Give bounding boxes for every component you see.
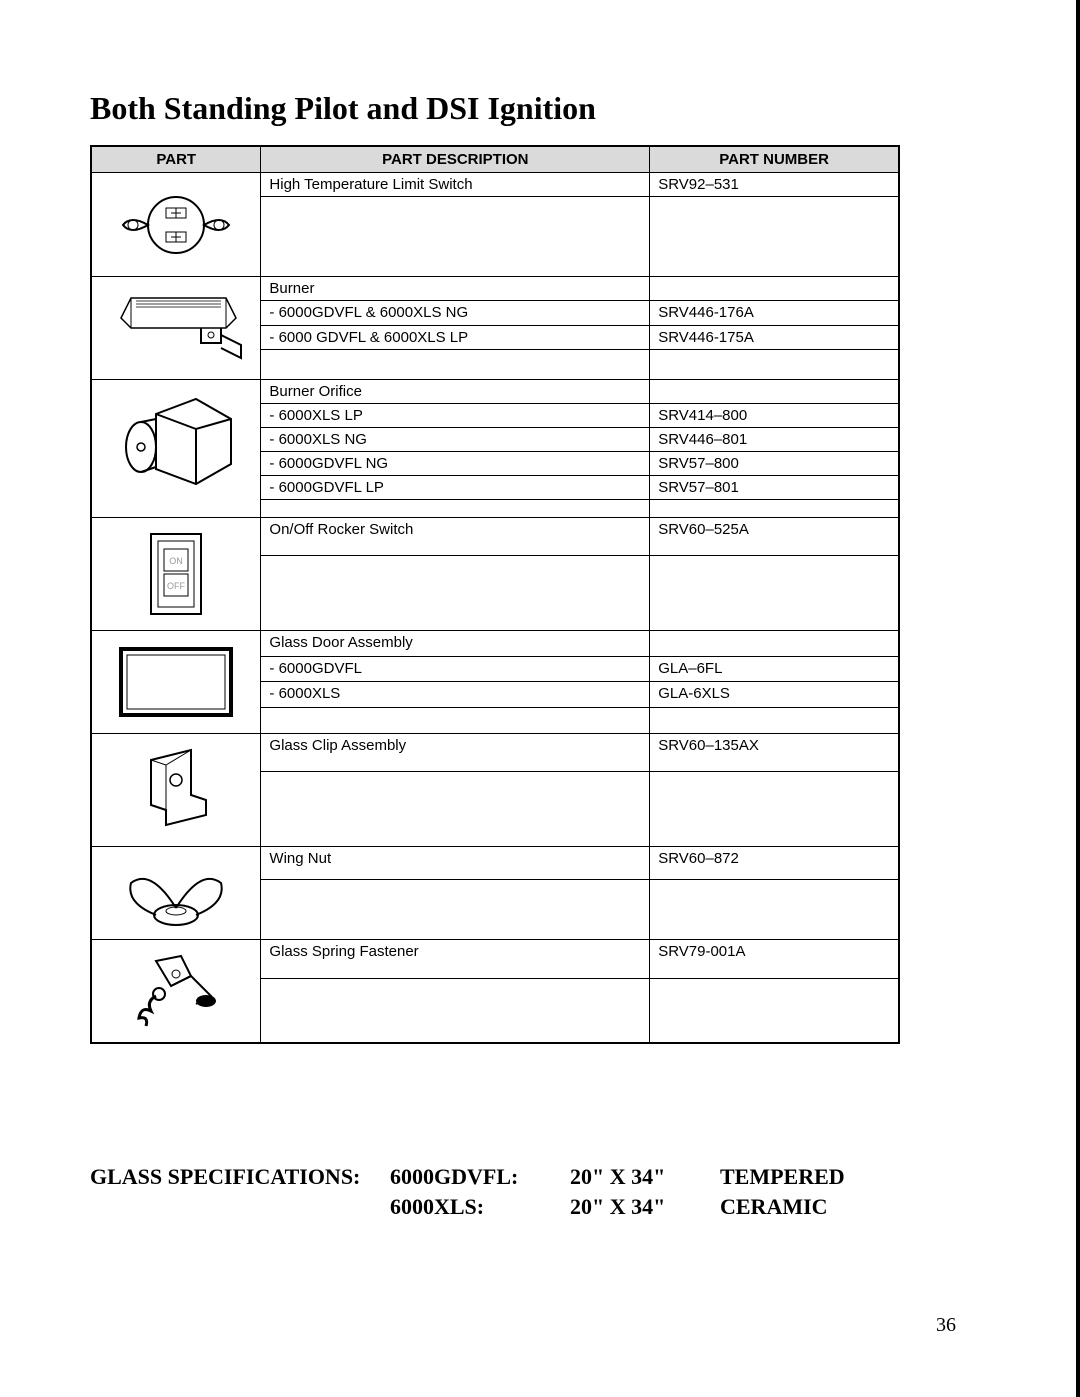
parts-table: PART PART DESCRIPTION PART NUMBER <box>90 145 900 1044</box>
cell-empty <box>261 556 650 631</box>
cell-empty <box>650 197 899 277</box>
table-header-row: PART PART DESCRIPTION PART NUMBER <box>91 146 899 173</box>
cell-desc: - 6000GDVFL & 6000XLS NG <box>261 301 650 325</box>
cell-empty <box>650 708 899 734</box>
cell-num: GLA-6XLS <box>650 682 899 708</box>
orifice-icon <box>106 389 246 509</box>
cell-num: SRV57–801 <box>650 476 899 500</box>
table-row: Glass Spring Fastener SRV79-001A <box>91 940 899 979</box>
glass-specs-size: 20" X 34" <box>570 1164 720 1190</box>
part-image-cell <box>91 277 261 380</box>
wing-nut-icon <box>116 853 236 933</box>
burner-icon <box>106 283 246 373</box>
cell-empty <box>261 500 650 518</box>
cell-empty <box>650 500 899 518</box>
glass-specs-model: 6000GDVFL: <box>390 1164 570 1190</box>
glass-specs-label: GLASS SPECIFICATIONS: <box>90 1164 390 1190</box>
glass-door-icon <box>111 637 241 727</box>
cell-num: SRV446–801 <box>650 428 899 452</box>
header-desc: PART DESCRIPTION <box>261 146 650 173</box>
header-part: PART <box>91 146 261 173</box>
cell-num: SRV414–800 <box>650 404 899 428</box>
cell-num: SRV446-175A <box>650 325 899 349</box>
cell-desc: - 6000XLS LP <box>261 404 650 428</box>
cell-empty <box>261 978 650 1043</box>
cell-desc: Glass Door Assembly <box>261 631 650 657</box>
part-image-cell <box>91 734 261 847</box>
cell-empty <box>650 631 899 657</box>
cell-desc: Glass Spring Fastener <box>261 940 650 979</box>
cell-desc: - 6000GDVFL LP <box>261 476 650 500</box>
table-row: Glass Door Assembly <box>91 631 899 657</box>
cell-desc: High Temperature Limit Switch <box>261 173 650 197</box>
cell-desc: - 6000GDVFL <box>261 656 650 682</box>
cell-empty <box>261 350 650 380</box>
part-image-cell <box>91 380 261 518</box>
table-row: Burner Orifice <box>91 380 899 404</box>
table-row: Wing Nut SRV60–872 <box>91 847 899 880</box>
glass-specs-model: 6000XLS: <box>390 1194 570 1220</box>
cell-empty <box>650 880 899 940</box>
part-image-cell <box>91 847 261 940</box>
cell-desc: - 6000XLS <box>261 682 650 708</box>
table-row: Glass Clip Assembly SRV60–135AX <box>91 734 899 772</box>
cell-desc: - 6000XLS NG <box>261 428 650 452</box>
cell-desc: On/Off Rocker Switch <box>261 518 650 556</box>
cell-empty <box>650 556 899 631</box>
cell-desc: Wing Nut <box>261 847 650 880</box>
cell-empty <box>261 772 650 847</box>
cell-num: SRV60–872 <box>650 847 899 880</box>
cell-desc: - 6000GDVFL NG <box>261 452 650 476</box>
page-number: 36 <box>936 1314 956 1337</box>
cell-num: SRV79-001A <box>650 940 899 979</box>
part-image-cell <box>91 940 261 1044</box>
cell-empty <box>261 197 650 277</box>
page-title: Both Standing Pilot and DSI Ignition <box>90 90 976 127</box>
glass-specs: GLASS SPECIFICATIONS: 6000GDVFL: 20" X 3… <box>90 1164 976 1220</box>
cell-num: SRV60–525A <box>650 518 899 556</box>
part-image-cell: ON OFF <box>91 518 261 631</box>
cell-num: SRV92–531 <box>650 173 899 197</box>
cell-empty <box>650 978 899 1043</box>
part-image-cell <box>91 173 261 277</box>
cell-empty <box>261 880 650 940</box>
table-row: Burner <box>91 277 899 301</box>
cell-empty <box>650 380 899 404</box>
cell-empty <box>650 277 899 301</box>
table-row: High Temperature Limit Switch SRV92–531 <box>91 173 899 197</box>
glass-specs-empty <box>90 1194 390 1220</box>
cell-num: SRV60–135AX <box>650 734 899 772</box>
cell-desc: Glass Clip Assembly <box>261 734 650 772</box>
glass-specs-size: 20" X 34" <box>570 1194 720 1220</box>
cell-desc: Burner Orifice <box>261 380 650 404</box>
cell-num: SRV57–800 <box>650 452 899 476</box>
svg-text:ON: ON <box>169 556 183 566</box>
part-image-cell <box>91 631 261 734</box>
glass-specs-type: CERAMIC <box>720 1194 900 1220</box>
limit-switch-icon <box>111 190 241 260</box>
cell-empty <box>650 772 899 847</box>
header-num: PART NUMBER <box>650 146 899 173</box>
rocker-switch-icon: ON OFF <box>136 524 216 624</box>
svg-text:OFF: OFF <box>167 581 185 591</box>
cell-desc: - 6000 GDVFL & 6000XLS LP <box>261 325 650 349</box>
cell-empty <box>650 350 899 380</box>
glass-specs-type: TEMPERED <box>720 1164 900 1190</box>
spring-fastener-icon <box>121 946 231 1036</box>
cell-num: GLA–6FL <box>650 656 899 682</box>
table-row: ON OFF On/Off Rocker Switch SRV60–525A <box>91 518 899 556</box>
cell-num: SRV446-176A <box>650 301 899 325</box>
cell-empty <box>261 708 650 734</box>
page: Both Standing Pilot and DSI Ignition PAR… <box>0 0 1080 1397</box>
glass-clip-icon <box>131 740 221 840</box>
cell-desc: Burner <box>261 277 650 301</box>
